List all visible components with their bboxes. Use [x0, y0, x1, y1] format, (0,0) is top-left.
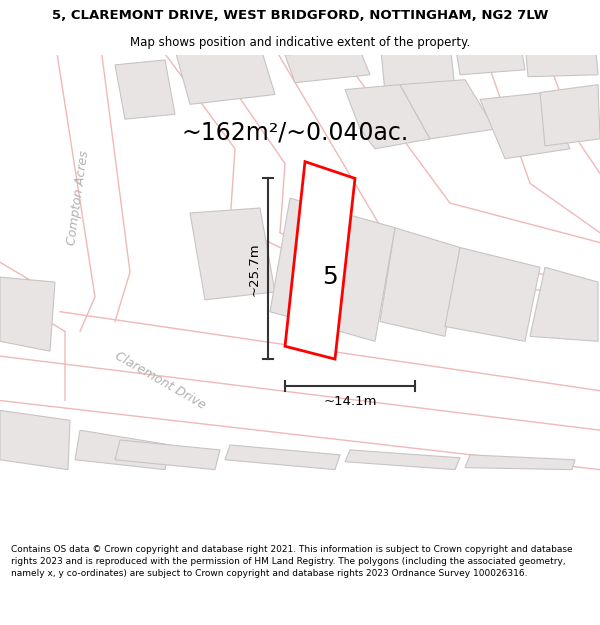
Text: Compton Acres: Compton Acres [65, 150, 91, 246]
Polygon shape [380, 40, 455, 92]
Polygon shape [285, 162, 355, 359]
Text: Contains OS data © Crown copyright and database right 2021. This information is : Contains OS data © Crown copyright and d… [11, 545, 572, 578]
Polygon shape [380, 228, 460, 336]
Polygon shape [225, 445, 340, 469]
Text: 5: 5 [322, 265, 338, 289]
Polygon shape [285, 50, 370, 82]
Polygon shape [0, 411, 70, 469]
Polygon shape [445, 248, 540, 341]
Polygon shape [75, 430, 170, 469]
Text: ~14.1m: ~14.1m [323, 395, 377, 408]
Polygon shape [270, 198, 395, 341]
Polygon shape [115, 60, 175, 119]
Text: 5, CLAREMONT DRIVE, WEST BRIDGFORD, NOTTINGHAM, NG2 7LW: 5, CLAREMONT DRIVE, WEST BRIDGFORD, NOTT… [52, 9, 548, 22]
Polygon shape [0, 277, 55, 351]
Polygon shape [455, 40, 525, 75]
Polygon shape [345, 84, 430, 149]
Text: ~25.7m: ~25.7m [248, 242, 260, 296]
Polygon shape [400, 79, 495, 139]
Text: ~162m²/~0.040ac.: ~162m²/~0.040ac. [181, 120, 409, 144]
Polygon shape [540, 84, 600, 146]
Polygon shape [525, 40, 598, 77]
Polygon shape [175, 45, 275, 104]
Polygon shape [190, 208, 275, 300]
Text: Claremont Drive: Claremont Drive [112, 349, 208, 412]
Polygon shape [115, 440, 220, 469]
Polygon shape [530, 268, 598, 341]
Polygon shape [345, 450, 460, 469]
Polygon shape [480, 92, 570, 159]
Text: Map shows position and indicative extent of the property.: Map shows position and indicative extent… [130, 36, 470, 49]
Polygon shape [465, 455, 575, 469]
